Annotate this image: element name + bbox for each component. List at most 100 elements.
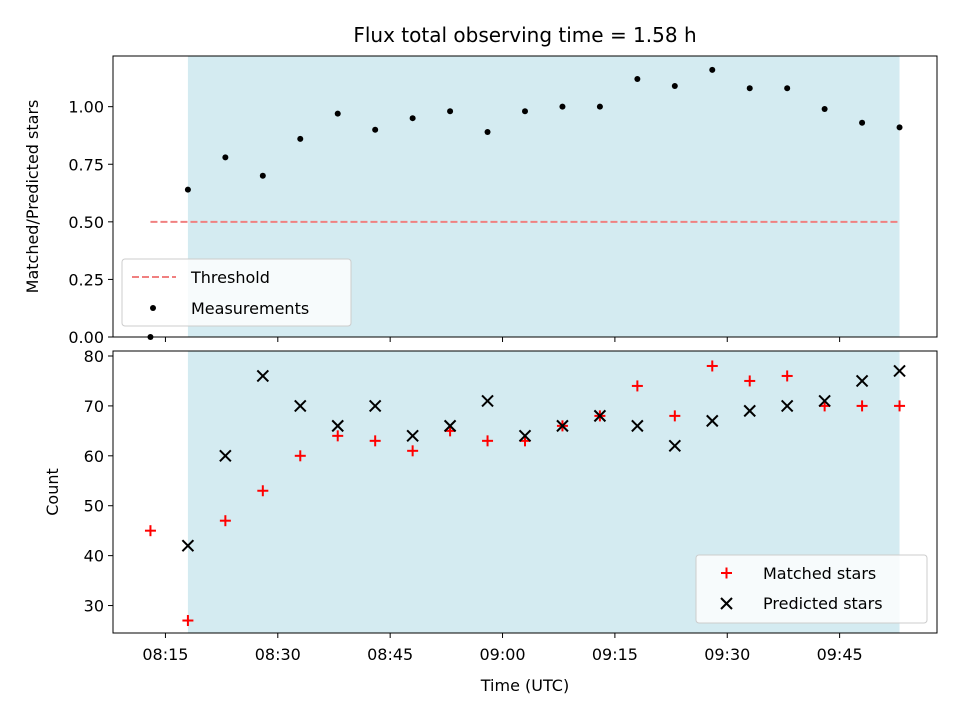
bottom-x-tick-label: 09:15 — [592, 645, 638, 664]
bottom-x-tick-label: 09:45 — [817, 645, 863, 664]
predicted-star-point — [406, 429, 419, 443]
predicted-x-b — [368, 399, 382, 413]
matched-star-point — [144, 525, 156, 537]
legend-measurements-label: Measurements — [191, 299, 309, 318]
bottom-x-tick-label: 08:15 — [142, 645, 188, 664]
bottom-x-tick-label: 08:45 — [367, 645, 413, 664]
bottom-x-tick-label: 09:00 — [479, 645, 525, 664]
x-axis-label: Time (UTC) — [480, 676, 569, 695]
top-axes-frame — [112, 55, 938, 338]
bottom-y-tick-label: 50 — [84, 497, 104, 516]
predicted-x-b — [893, 364, 906, 378]
matched-star-point — [706, 360, 718, 372]
matched-star-point — [369, 435, 381, 447]
predicted-star-point — [593, 409, 607, 423]
predicted-x-b — [518, 429, 532, 443]
measurement-point — [522, 108, 528, 115]
legend-matched-swatch — [721, 567, 732, 579]
predicted-x-b — [631, 419, 644, 433]
predicted-x-b — [593, 409, 607, 423]
predicted-x-b — [181, 539, 195, 552]
predicted-x-b — [219, 449, 232, 463]
top-legend-box — [121, 258, 352, 327]
predicted-x-b — [855, 374, 869, 388]
chart-title: Flux total observing time = 1.58 h — [353, 23, 696, 47]
bottom-y-tick-label: 80 — [84, 347, 104, 366]
predicted-star-point — [855, 374, 869, 388]
predicted-star-point — [518, 429, 532, 443]
measurement-point — [784, 85, 791, 92]
bottom-y-tick-label: 60 — [84, 447, 104, 466]
predicted-star-point — [556, 419, 569, 433]
measurement-point — [671, 82, 678, 89]
predicted-star-point — [706, 414, 719, 428]
measurement-point — [896, 124, 903, 131]
top-y-tick-label: 0.00 — [68, 328, 104, 347]
predicted-x-b — [443, 419, 457, 433]
measurement-point — [596, 103, 603, 110]
bottom-y-tick-label: 30 — [84, 597, 104, 616]
predicted-x-b — [818, 394, 831, 408]
measurement-point — [334, 110, 341, 117]
top-y-ticks: 0.00 0.25 0.50 0.75 1.00 — [68, 98, 113, 347]
matched-star-point — [182, 615, 194, 627]
matched-star-point — [332, 430, 344, 442]
predicted-star-point — [219, 449, 232, 463]
predicted-star-point — [780, 399, 794, 413]
predicted-x-b — [481, 394, 494, 408]
measurement-point — [297, 135, 304, 142]
measurement-point — [447, 108, 454, 115]
predicted-x-b — [556, 419, 569, 433]
predicted-star-point — [818, 394, 831, 408]
matched-star-point — [631, 380, 643, 392]
top-panel: 0.00 0.25 0.50 0.75 1.00 Flux total observin… — [23, 23, 938, 347]
measurement-point — [709, 66, 716, 73]
predicted-star-points — [181, 364, 906, 552]
predicted-star-point — [256, 369, 270, 383]
legend-threshold-label: Threshold — [190, 268, 270, 287]
predicted-star-point — [481, 394, 494, 408]
top-y-tick-label: 1.00 — [68, 98, 104, 117]
matched-star-point — [781, 370, 793, 382]
top-y-axis-label: Matched/Predicted stars — [23, 100, 42, 294]
predicted-x-b — [743, 404, 756, 418]
bottom-axes-frame — [112, 350, 938, 634]
legend-predicted-swatch — [720, 597, 733, 610]
measurement-point — [409, 115, 416, 122]
predicted-star-point — [668, 439, 682, 453]
predicted-star-point — [443, 419, 457, 433]
measurement-point — [746, 85, 753, 92]
measurement-point — [484, 129, 491, 136]
matched-star-point — [856, 400, 868, 412]
predicted-x-b — [331, 419, 344, 433]
measurement-point — [634, 76, 641, 83]
measurement-point — [184, 186, 191, 193]
predicted-star-point — [893, 364, 906, 378]
predicted-star-point — [331, 419, 344, 433]
measurement-point — [559, 103, 566, 110]
matched-star-point — [294, 450, 306, 462]
measurement-points — [147, 66, 903, 340]
predicted-star-point — [368, 399, 382, 413]
matched-star-point — [669, 410, 681, 422]
bottom-y-tick-label: 70 — [84, 397, 104, 416]
legend-matched-label: Matched stars — [763, 564, 876, 583]
matched-star-point — [257, 485, 269, 497]
measurement-point — [859, 119, 866, 126]
matched-star-point — [894, 400, 906, 412]
predicted-x-b — [294, 399, 307, 413]
matched-star-point — [744, 375, 756, 387]
legend-predicted-label: Predicted stars — [763, 594, 883, 613]
bottom-y-ticks: 30 40 50 60 70 80 — [84, 347, 113, 616]
bottom-legend-box — [695, 554, 928, 624]
measurement-point — [259, 172, 266, 179]
bottom-x-ticks: 08:15 08:30 08:45 09:00 09:15 09:30 09:45 — [142, 633, 863, 664]
bottom-legend: Matched stars Predicted stars — [695, 554, 928, 624]
bottom-y-axis-label: Count — [43, 468, 62, 516]
predicted-star-point — [743, 404, 756, 418]
predicted-x-b — [668, 439, 682, 453]
predicted-x-b — [256, 369, 270, 383]
matched-star-points — [144, 360, 906, 627]
measurement-point — [821, 105, 828, 112]
measurement-point — [372, 126, 379, 133]
